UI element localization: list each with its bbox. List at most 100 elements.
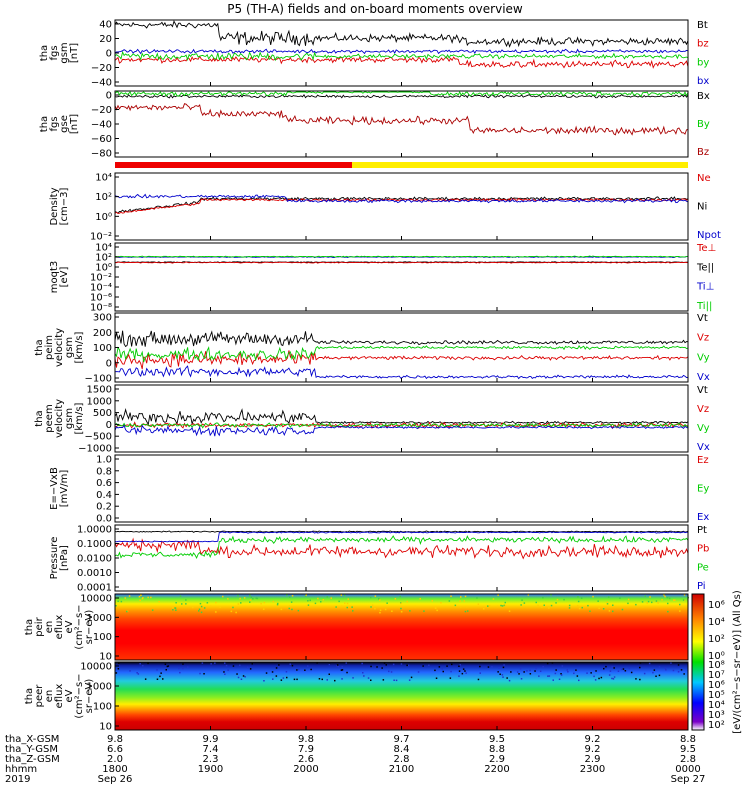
spectrogram-speckle <box>538 675 540 677</box>
spectrogram-speckle <box>347 598 349 600</box>
spectrogram-speckle <box>463 600 466 602</box>
spectrogram-speckle <box>251 663 253 665</box>
y-axis-label: fgs <box>49 116 60 131</box>
legend-entry: Ex <box>697 512 709 523</box>
spectrogram-speckle <box>247 666 249 669</box>
spectrogram-speckle <box>508 679 511 682</box>
y-axis-label: eflux <box>54 684 65 709</box>
x-axis-row-value: 9.7 <box>394 734 410 745</box>
spectrogram-speckle <box>483 608 485 610</box>
spectrogram-speckle <box>612 604 614 606</box>
spectrogram-speckle <box>316 662 318 664</box>
spectrogram-speckle <box>504 601 506 604</box>
spectrogram-speckle <box>391 610 393 612</box>
spectrogram-speckle <box>535 667 537 670</box>
spectrogram-speckle <box>336 665 338 667</box>
legend-entry: By <box>697 119 710 130</box>
spectrogram-speckle <box>422 665 424 667</box>
y-axis-label: [eV] <box>59 267 70 288</box>
spectrogram-speckle <box>361 662 363 665</box>
spectrogram-speckle <box>192 606 194 609</box>
spectrogram-speckle <box>379 599 381 601</box>
y-axis-label: gse <box>59 115 70 133</box>
spectrogram-speckle <box>172 609 174 611</box>
spectrogram-speckle <box>126 610 128 613</box>
y-axis-label: gsm <box>64 337 75 358</box>
legend-entry: Vz <box>697 404 709 415</box>
spectrogram-speckle <box>644 595 646 597</box>
spectrogram-speckle <box>627 602 629 605</box>
y-tick-label: 0.8 <box>96 466 112 477</box>
y-axis-label: tha <box>24 619 35 635</box>
spectrogram-speckle <box>606 603 609 605</box>
spectrogram-speckle <box>501 674 504 676</box>
spectrogram-speckle <box>400 663 403 665</box>
spectrogram-layer <box>115 162 689 730</box>
legend-entry: Te⊥ <box>696 243 716 254</box>
spectrogram-speckle <box>384 608 387 611</box>
spectrogram-speckle <box>286 676 288 679</box>
series-peim-vz <box>114 350 689 370</box>
x-axis-row-value: 8.8 <box>680 734 696 745</box>
spectrogram-speckle <box>288 605 291 607</box>
spectrogram-speckle <box>227 598 229 600</box>
spectrogram-speckle <box>450 670 452 673</box>
panel-frame <box>114 90 689 158</box>
status-bar-red <box>115 162 352 168</box>
spectrogram-speckle <box>619 597 621 599</box>
spectrogram-speckle <box>141 597 144 600</box>
spectrogram-speckle <box>225 664 228 667</box>
spectrogram-speckle <box>496 605 499 608</box>
y-tick-label: 10000 <box>80 662 112 673</box>
series-peim-vt <box>114 330 689 348</box>
spectrogram-speckle <box>431 600 433 602</box>
spectrogram-speckle <box>548 675 551 677</box>
spectrogram-speckle <box>611 666 613 668</box>
spectrogram-speckle <box>280 608 283 611</box>
spectrogram-speckle <box>449 677 452 679</box>
spectrogram-speckle <box>291 608 293 611</box>
spectrogram-speckle <box>370 679 372 681</box>
spectrogram-speckle <box>448 600 451 602</box>
x-axis-row-label: tha_Z-GSM <box>5 754 60 765</box>
spectrogram-speckle <box>612 610 614 613</box>
colorbar-tick: 10⁶ <box>708 600 725 611</box>
spectrogram-speckle <box>240 602 242 604</box>
spectrogram-speckle <box>317 597 319 600</box>
spectrogram-speckle <box>215 601 217 604</box>
spectrogram-speckle <box>352 677 354 679</box>
spectrogram-speckle <box>244 676 246 678</box>
spectrogram-speckle <box>271 671 274 673</box>
legend-entry: by <box>697 57 709 68</box>
colorbar-tick: 10⁵ <box>708 690 725 701</box>
y-tick-label: 100 <box>93 702 112 713</box>
spectrogram-speckle <box>683 594 686 596</box>
y-axis-label: (cm²−s− <box>74 673 85 718</box>
spectrogram-speckle <box>581 606 583 609</box>
legend-entry: Te|| <box>696 262 714 273</box>
spectrogram-speckle <box>652 671 654 674</box>
spectrogram-speckle <box>543 604 545 606</box>
spectrogram-speckle <box>520 604 522 606</box>
y-axis-label: Pressure <box>49 537 60 580</box>
spectrogram-speckle <box>499 673 501 675</box>
x-axis-row-value: 9.8 <box>107 734 123 745</box>
spectrogram-speckle <box>451 663 453 666</box>
spectrogram-speckle <box>503 664 505 666</box>
spectrogram-speckle <box>371 604 374 606</box>
x-axis-row-label: tha_Y-GSM <box>5 744 58 755</box>
x-axis-row-value: 2.0 <box>107 754 123 765</box>
spectrogram-speckle <box>568 607 571 609</box>
series-bt <box>114 20 689 48</box>
spectrogram-speckle <box>166 665 169 668</box>
spectrogram-speckle <box>458 675 460 677</box>
spectrogram-speckle <box>657 602 659 604</box>
spectrogram-speckle <box>305 594 307 596</box>
spectrogram-speckle <box>516 671 519 673</box>
spectrogram-speckle <box>310 668 312 671</box>
spectrogram-speckle <box>159 675 161 678</box>
spectrogram-speckle <box>265 672 268 674</box>
spectrogram-speckle <box>613 667 615 669</box>
spectrogram-speckle <box>635 603 637 606</box>
spectrogram-speckle <box>335 606 337 608</box>
